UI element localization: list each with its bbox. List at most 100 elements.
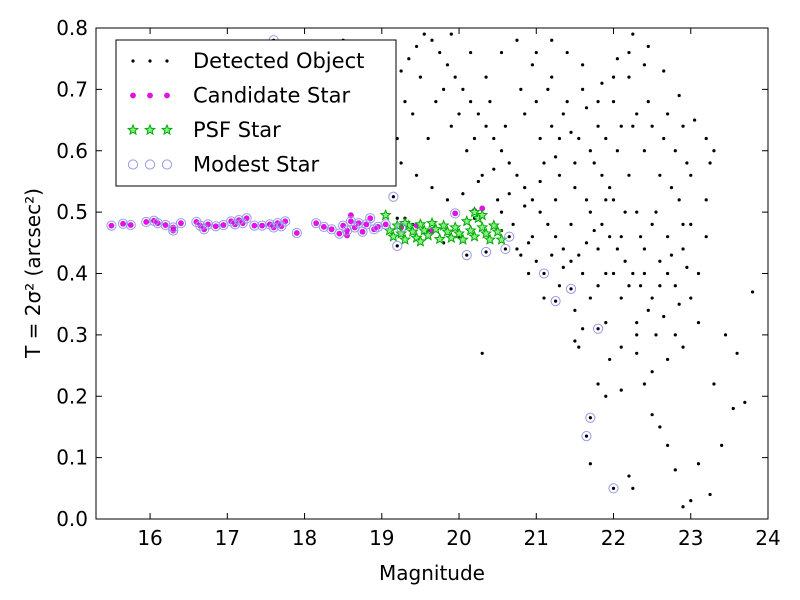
detected-object-point (631, 486, 635, 490)
x-tick-label: 20 (446, 526, 471, 550)
detected-object-point (499, 50, 504, 55)
psf-star-point (422, 229, 435, 241)
detected-object-point (577, 253, 581, 257)
detected-object-point (414, 173, 419, 177)
legend-marker-detected-object (131, 59, 135, 63)
detected-object-point (604, 198, 608, 202)
detected-object-point (712, 382, 716, 386)
modest-star-point (592, 323, 604, 334)
detected-object-point (681, 124, 685, 128)
detected-object-point (635, 351, 639, 355)
detected-object-point (696, 271, 701, 276)
modest-star-point (345, 216, 356, 227)
psf-star-point (468, 230, 481, 242)
detected-object-point (650, 413, 654, 417)
psf-star-point (453, 227, 466, 239)
detected-object-point (750, 290, 755, 294)
x-tick-label: 24 (755, 526, 780, 550)
detected-object-point (581, 327, 585, 331)
detected-object-point (557, 173, 562, 177)
detected-object-point (461, 192, 465, 196)
detected-object-point (472, 136, 477, 141)
detected-object-point (600, 173, 604, 177)
detected-object-point (681, 222, 685, 226)
candidate-star-point (452, 210, 459, 217)
detected-object-point (600, 222, 604, 226)
detected-object-point (608, 357, 612, 362)
detected-object-point (689, 498, 693, 503)
detected-object-point (511, 222, 515, 226)
detected-object-point (573, 161, 577, 165)
modest-star-point (168, 225, 179, 236)
detected-object-point (430, 185, 434, 190)
candidate-star-point (197, 222, 204, 229)
detected-object-point (596, 284, 600, 288)
psf-star-point (480, 227, 493, 239)
detected-object-point (623, 259, 627, 263)
legend-marker-modest-star (127, 159, 139, 170)
candidate-star-point (367, 215, 374, 222)
detected-object-point (592, 161, 596, 165)
detected-object-point (619, 345, 623, 349)
detected-object-point (627, 284, 631, 288)
detected-object-point (677, 93, 681, 98)
detected-object-point (515, 38, 519, 42)
candidate-star-point (127, 222, 134, 228)
psf-star-point (387, 230, 400, 242)
detected-object-point (476, 179, 480, 184)
detected-object-point (681, 505, 685, 509)
detected-object-point (399, 69, 403, 73)
detected-object-point (534, 50, 538, 55)
modest-star-point (152, 218, 163, 229)
detected-object-point (642, 271, 647, 276)
detected-object-point (635, 333, 639, 337)
detected-object-point (604, 136, 608, 141)
detected-object-point (588, 149, 592, 153)
detected-object-point (596, 100, 600, 104)
legend: Detected Object Candidate Star PSF Star Mod… (115, 39, 397, 187)
y-axis-label: T = 2σ² (arcsec²) (21, 188, 45, 359)
x-tick-label: 17 (215, 526, 240, 550)
modest-star-point (581, 431, 592, 442)
psf-star-point (433, 232, 446, 245)
detected-object-point (553, 235, 558, 239)
detected-object-point (480, 351, 484, 355)
detected-object-point (499, 210, 504, 214)
x-tick-label: 18 (292, 526, 317, 550)
detected-object-point (677, 302, 681, 306)
detected-object-point (662, 136, 666, 141)
candidate-star-point (162, 222, 169, 228)
modest-star-point (241, 213, 252, 224)
detected-object-point (588, 416, 592, 420)
psf-star-point (398, 233, 411, 245)
candidate-star-point (178, 220, 184, 227)
detected-object-point (530, 198, 535, 202)
psf-star-point (379, 208, 392, 221)
y-tick-label: 0.5 (56, 200, 88, 224)
modest-star-point (233, 215, 244, 226)
detected-object-point (538, 136, 542, 141)
detected-object-point (669, 185, 674, 190)
modest-star-point (226, 216, 237, 227)
detected-object-point (546, 222, 550, 226)
detected-object-point (426, 136, 430, 141)
detected-object-point (573, 185, 577, 190)
detected-object-point (542, 296, 546, 300)
detected-object-point (523, 185, 527, 190)
detected-object-point (635, 321, 639, 325)
detected-object-point (638, 284, 643, 288)
detected-object-point (635, 112, 639, 116)
candidate-star-point (363, 221, 370, 228)
detected-object-point (526, 271, 531, 276)
detected-object-point (565, 100, 569, 104)
psf-star-point (476, 221, 489, 233)
modest-star-point (504, 231, 515, 242)
legend-marker-psf-star (126, 123, 140, 136)
detected-object-point (584, 106, 589, 110)
modest-star-point (256, 220, 268, 231)
detected-object-point (569, 287, 573, 291)
detected-object-point (704, 136, 708, 141)
detected-object-point (480, 173, 484, 177)
detected-object-point (665, 443, 670, 447)
detected-object-point (581, 271, 585, 276)
